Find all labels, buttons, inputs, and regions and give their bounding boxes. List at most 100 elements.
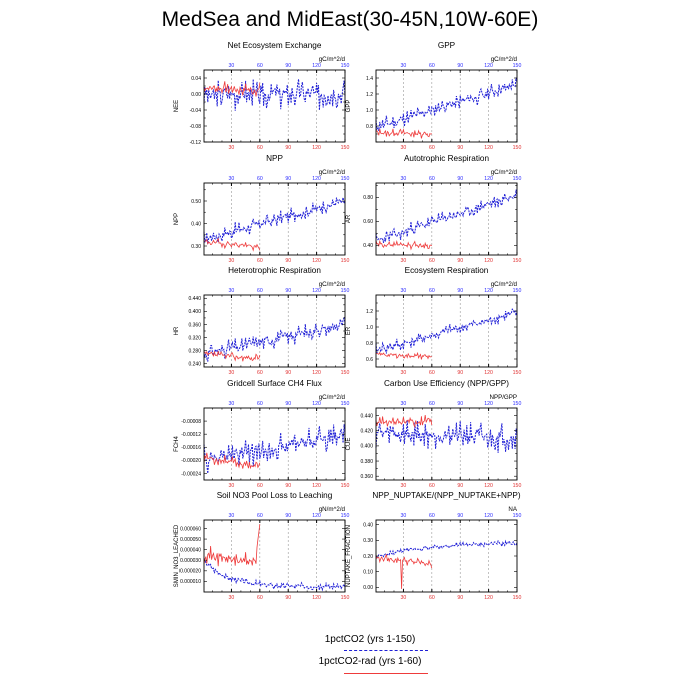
plot-frame bbox=[375, 294, 518, 368]
y-tick-label: 0.40 bbox=[363, 243, 373, 249]
x-tick-label-bottom: 60 bbox=[429, 145, 435, 151]
series-line-control bbox=[203, 79, 346, 111]
y-tick-label: 0.60 bbox=[363, 219, 373, 225]
x-tick-label-top: 30 bbox=[401, 401, 407, 407]
chart-panel: GPP gC/m^2/d GPP 30 30 60 60 90 90 120 120 150 150 0.… bbox=[346, 41, 521, 151]
x-tick-label-top: 90 bbox=[457, 63, 463, 69]
y-tick-label: 1.0 bbox=[366, 325, 373, 331]
x-tick-label-top: 150 bbox=[513, 63, 522, 69]
y-tick-label: 0.30 bbox=[363, 538, 373, 544]
plot-frame bbox=[203, 69, 346, 143]
x-tick-label-top: 120 bbox=[312, 176, 321, 182]
chart-title: GPP bbox=[438, 41, 456, 50]
x-tick-label-top: 60 bbox=[429, 401, 435, 407]
x-tick-label-bottom: 120 bbox=[484, 145, 493, 151]
page-title: MedSea and MidEast(30-45N,10W-60E) bbox=[161, 8, 539, 31]
y-axis-label: NPP bbox=[174, 213, 180, 225]
y-tick-label: 0.20 bbox=[363, 554, 373, 560]
x-tick-label-top: 30 bbox=[401, 513, 407, 519]
chart-title: Autotrophic Respiration bbox=[404, 154, 490, 163]
x-tick-label-bottom: 150 bbox=[341, 370, 350, 376]
x-tick-label-top: 60 bbox=[257, 513, 263, 519]
x-tick-label-bottom: 30 bbox=[229, 370, 235, 376]
x-tick-label-bottom: 60 bbox=[429, 595, 435, 601]
x-tick-label-bottom: 60 bbox=[429, 370, 435, 376]
x-tick-label-bottom: 90 bbox=[285, 258, 291, 264]
plot-frame bbox=[203, 519, 346, 593]
x-tick-label-top: 30 bbox=[229, 288, 235, 294]
chart-panel: NPP gC/m^2/d NPP 30 30 60 60 90 90 120 120 150 150 0.… bbox=[174, 154, 349, 264]
x-tick-label-bottom: 90 bbox=[457, 595, 463, 601]
legend-label-rad: 1pctCO2-rad (yrs 1-60) bbox=[318, 656, 422, 667]
x-tick-label-top: 120 bbox=[484, 401, 493, 407]
x-tick-label-top: 60 bbox=[429, 288, 435, 294]
series-line-control bbox=[375, 419, 518, 453]
y-tick-label: 0.80 bbox=[363, 195, 373, 201]
y-tick-label: 0.50 bbox=[191, 199, 201, 205]
x-tick-label-top: 90 bbox=[457, 176, 463, 182]
series-line-control bbox=[203, 197, 346, 245]
y-tick-label: 0.000040 bbox=[180, 547, 201, 553]
x-tick-label-bottom: 90 bbox=[457, 483, 463, 489]
units-label: gC/m^2/d bbox=[319, 56, 346, 63]
x-tick-label-bottom: 150 bbox=[341, 145, 350, 151]
x-tick-label-bottom: 60 bbox=[257, 483, 263, 489]
x-tick-label-top: 90 bbox=[457, 513, 463, 519]
chart-panel: NPP_NUPTAKE/(NPP_NUPTAKE+NPP) NA NUPTAKE_F… bbox=[346, 491, 521, 601]
x-tick-label-bottom: 150 bbox=[513, 145, 522, 151]
x-tick-label-bottom: 90 bbox=[285, 145, 291, 151]
y-axis-label: ER bbox=[346, 326, 352, 335]
series-line-control bbox=[375, 308, 518, 354]
x-tick-label-top: 120 bbox=[484, 288, 493, 294]
y-tick-label: 0.6 bbox=[366, 357, 373, 363]
y-tick-label: 0.280 bbox=[188, 348, 201, 354]
y-tick-label: -0.12 bbox=[190, 140, 202, 146]
y-tick-label: 0.400 bbox=[188, 309, 201, 315]
plot-frame bbox=[375, 69, 518, 143]
y-tick-label: 0.400 bbox=[360, 444, 373, 450]
series-line-control bbox=[375, 539, 518, 558]
x-tick-label-bottom: 30 bbox=[401, 258, 407, 264]
x-tick-label-top: 90 bbox=[285, 513, 291, 519]
units-label: gC/m^2/d bbox=[319, 281, 346, 288]
legend-label-control: 1pctCO2 (yrs 1-150) bbox=[324, 634, 416, 645]
x-tick-label-bottom: 30 bbox=[401, 483, 407, 489]
series-line-control bbox=[203, 424, 346, 474]
chart-title: Net Ecosystem Exchange bbox=[228, 41, 322, 50]
y-tick-label: 0.04 bbox=[191, 76, 201, 82]
chart-panel: Soil NO3 Pool Loss to Leaching gN/m^2/d SM… bbox=[174, 491, 349, 601]
y-axis-label: NUPTAKE_FRACTION bbox=[346, 525, 352, 587]
y-tick-label: 0.440 bbox=[360, 413, 373, 419]
series-line-rad bbox=[375, 239, 433, 251]
x-tick-label-top: 120 bbox=[312, 63, 321, 69]
x-tick-label-bottom: 150 bbox=[513, 370, 522, 376]
chart-title: Carbon Use Efficiency (NPP/GPP) bbox=[384, 379, 509, 388]
x-tick-label-top: 150 bbox=[341, 176, 350, 182]
y-axis-label: SMIN_NO3_LEACHED bbox=[174, 524, 180, 587]
x-tick-label-bottom: 30 bbox=[401, 370, 407, 376]
series-line-rad bbox=[375, 128, 433, 139]
x-tick-label-bottom: 120 bbox=[312, 258, 321, 264]
y-axis-label: NEE bbox=[174, 100, 180, 112]
x-tick-label-top: 30 bbox=[229, 176, 235, 182]
series-line-rad bbox=[203, 81, 261, 97]
series-line-rad bbox=[375, 554, 433, 589]
x-tick-label-bottom: 90 bbox=[457, 370, 463, 376]
x-tick-label-bottom: 120 bbox=[312, 483, 321, 489]
y-tick-label: 1.2 bbox=[366, 309, 373, 315]
y-tick-label: 0.440 bbox=[188, 296, 201, 302]
x-tick-label-bottom: 90 bbox=[285, 595, 291, 601]
x-tick-label-top: 30 bbox=[401, 176, 407, 182]
x-tick-label-bottom: 30 bbox=[401, 595, 407, 601]
x-tick-label-bottom: 30 bbox=[229, 145, 235, 151]
y-tick-label: -0.00012 bbox=[181, 432, 201, 438]
chart-title: NPP_NUPTAKE/(NPP_NUPTAKE+NPP) bbox=[372, 491, 521, 500]
x-tick-label-top: 90 bbox=[457, 401, 463, 407]
x-tick-label-top: 120 bbox=[312, 513, 321, 519]
x-tick-label-bottom: 90 bbox=[285, 370, 291, 376]
series-line-control bbox=[203, 558, 346, 592]
x-tick-label-top: 30 bbox=[229, 513, 235, 519]
y-tick-label: 1.4 bbox=[366, 76, 373, 82]
